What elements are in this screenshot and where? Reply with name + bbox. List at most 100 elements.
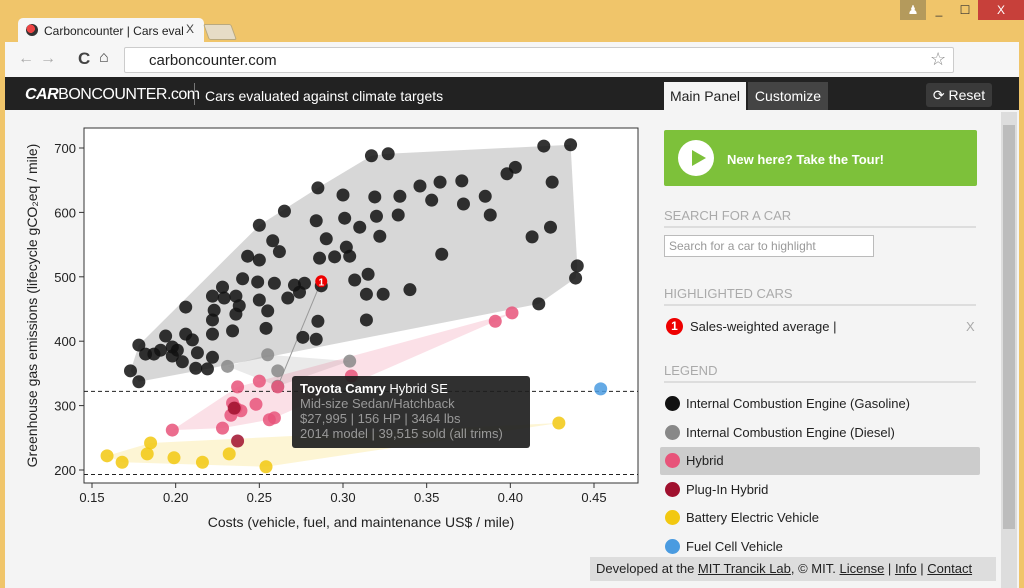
data-point xyxy=(455,174,469,188)
legend-label: Battery Electric Vehicle xyxy=(686,510,819,526)
data-point xyxy=(359,287,373,301)
tab-title: Carboncounter | Cars eval xyxy=(44,24,184,38)
take-tour-button[interactable]: New here? Take the Tour! xyxy=(664,130,977,186)
bookmark-star-icon[interactable]: ☆ xyxy=(930,49,947,69)
data-point xyxy=(339,240,353,254)
tab-customize[interactable]: Customize xyxy=(748,82,828,110)
license-link[interactable]: License xyxy=(839,561,885,576)
y-tick-label: 500 xyxy=(54,270,76,285)
legend-item[interactable]: Plug-In Hybrid xyxy=(660,476,980,504)
data-point xyxy=(353,220,367,234)
tooltip-make: Toyota Camry xyxy=(300,381,386,396)
data-point xyxy=(249,397,263,411)
data-point xyxy=(272,245,286,259)
data-point xyxy=(537,139,551,153)
reset-button[interactable]: ⟳ Reset xyxy=(926,83,992,107)
data-point xyxy=(229,307,243,321)
data-point xyxy=(287,278,301,292)
data-point xyxy=(236,272,250,286)
data-point xyxy=(261,348,275,362)
y-tick-label: 600 xyxy=(54,205,76,220)
data-point xyxy=(277,204,291,218)
legend-heading: LEGEND xyxy=(664,363,976,383)
x-tick-label: 0.35 xyxy=(414,490,439,505)
data-point xyxy=(391,208,405,222)
data-point xyxy=(205,350,219,364)
reload-icon[interactable]: C xyxy=(78,49,91,68)
legend-item[interactable]: Internal Combustion Engine (Gasoline) xyxy=(660,390,980,418)
data-point xyxy=(267,411,281,425)
contact-link[interactable]: Contact xyxy=(927,561,973,576)
legend-item[interactable]: Internal Combustion Engine (Diesel) xyxy=(660,419,980,447)
data-point xyxy=(413,179,427,193)
url-text: carboncounter.com xyxy=(149,52,277,69)
data-point xyxy=(543,220,557,234)
data-point xyxy=(190,346,204,360)
data-point xyxy=(369,209,383,223)
user-icon[interactable]: ♟ xyxy=(900,0,926,20)
header-divider xyxy=(194,83,195,105)
data-point xyxy=(570,259,584,273)
legend-item[interactable]: Battery Electric Vehicle xyxy=(660,504,980,532)
data-point xyxy=(328,250,342,264)
data-point xyxy=(222,447,236,461)
address-bar[interactable]: carboncounter.com xyxy=(124,47,954,73)
home-icon[interactable]: ⌂ xyxy=(99,49,109,66)
data-point xyxy=(165,349,179,363)
footer-copyright: , © MIT. xyxy=(790,561,836,576)
x-tick-label: 0.20 xyxy=(163,490,188,505)
data-point xyxy=(216,421,230,435)
favicon-icon xyxy=(26,24,38,36)
tab-main-panel[interactable]: Main Panel xyxy=(664,82,746,110)
info-link[interactable]: Info xyxy=(894,561,917,576)
data-point xyxy=(115,455,129,469)
data-point xyxy=(132,338,146,352)
scrollbar-thumb[interactable] xyxy=(1003,125,1015,529)
tab-close-button[interactable]: X xyxy=(186,22,195,36)
close-window-button[interactable]: X xyxy=(978,0,1024,20)
site-logo[interactable]: CARBONCOUNTER.com xyxy=(25,86,200,104)
site-subtitle: Cars evaluated against climate targets xyxy=(205,88,444,104)
data-point xyxy=(343,354,357,368)
data-point xyxy=(319,232,333,246)
remove-highlight-button[interactable]: X xyxy=(966,319,975,334)
browser-tab[interactable]: Carboncounter | Cars eval xyxy=(18,18,204,44)
minimize-button[interactable]: _ xyxy=(935,3,943,17)
data-point xyxy=(433,175,447,189)
highlighted-heading: HIGHLIGHTED CARS xyxy=(664,286,976,306)
tooltip-sales: 2014 model | 39,515 sold (all trims) xyxy=(300,426,503,441)
legend-label: Hybrid xyxy=(686,453,724,469)
legend-color-dot xyxy=(665,424,680,440)
search-input[interactable]: Search for a car to highlight xyxy=(664,235,874,257)
data-point xyxy=(368,190,382,204)
data-point xyxy=(271,380,285,394)
data-point xyxy=(425,193,439,207)
data-point xyxy=(483,208,497,222)
data-point xyxy=(205,327,219,341)
data-point xyxy=(456,197,470,211)
y-axis-label: Greenhouse gas emissions (lifecycle gCO₂… xyxy=(24,144,40,468)
legend-color-dot xyxy=(665,481,680,497)
maximize-button[interactable]: ☐ xyxy=(959,3,971,17)
back-forward-icons[interactable]: ←→ xyxy=(18,50,62,67)
tour-label: New here? Take the Tour! xyxy=(727,152,884,167)
tooltip-trim: Hybrid SE xyxy=(389,381,448,396)
data-point xyxy=(231,434,245,448)
data-point xyxy=(241,249,255,263)
data-point xyxy=(252,253,266,267)
legend-item[interactable]: Hybrid xyxy=(660,447,980,476)
data-point xyxy=(144,436,158,450)
data-point xyxy=(165,423,179,437)
new-tab-button[interactable] xyxy=(203,24,237,40)
y-tick-label: 200 xyxy=(54,463,76,478)
data-point xyxy=(488,314,502,328)
legend-item[interactable]: Fuel Cell Vehicle xyxy=(660,533,980,561)
y-tick-label: 300 xyxy=(54,399,76,414)
lab-link[interactable]: MIT Trancik Lab xyxy=(697,561,791,576)
highlight-average-marker xyxy=(315,275,328,288)
data-point xyxy=(313,251,327,265)
data-point xyxy=(271,364,285,378)
data-point xyxy=(361,267,375,281)
data-point xyxy=(336,188,350,202)
data-point xyxy=(266,234,280,248)
